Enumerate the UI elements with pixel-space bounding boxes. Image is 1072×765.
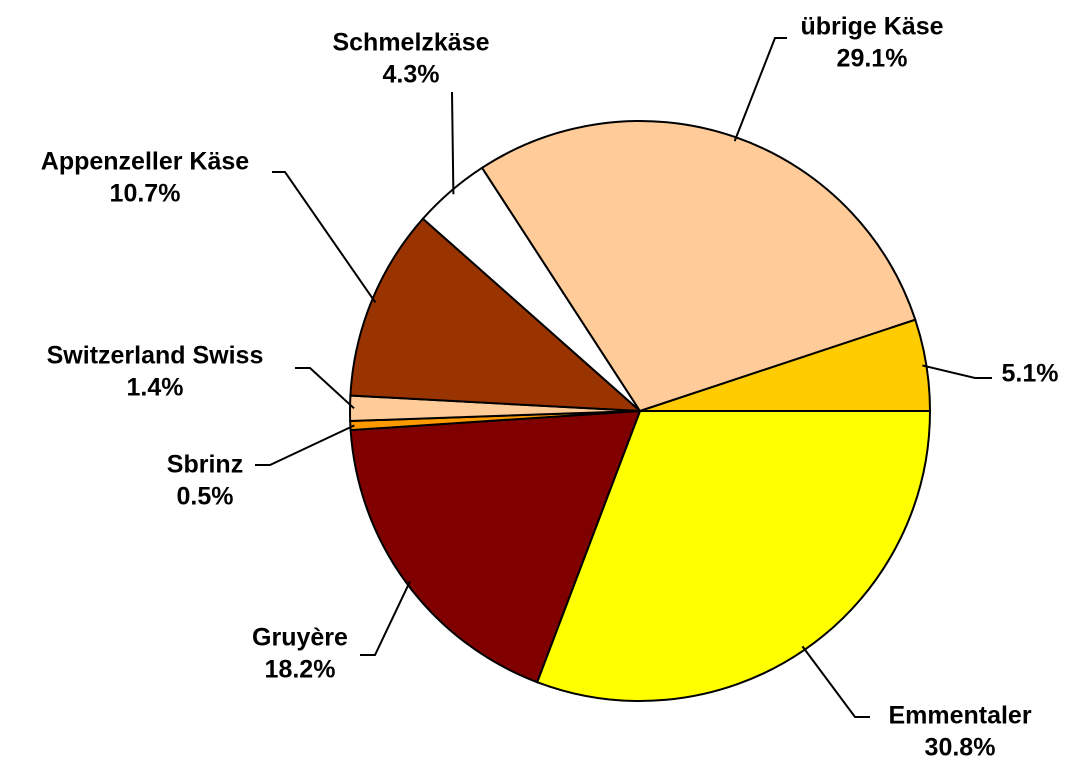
slice-label: Gruyère bbox=[252, 624, 348, 652]
slice-label: Switzerland Swiss bbox=[47, 342, 264, 370]
pie-slice bbox=[349, 409, 642, 684]
leader-line bbox=[801, 645, 870, 718]
leader-line bbox=[922, 364, 992, 379]
value-label: 18.2% bbox=[265, 656, 336, 684]
value-label: 10.7% bbox=[110, 180, 181, 208]
leader-line bbox=[295, 367, 355, 410]
slice-label: Emmentaler bbox=[888, 702, 1031, 730]
value-label: 29.1% bbox=[837, 45, 908, 73]
leader-line bbox=[360, 580, 412, 656]
slice-label: übrige Käse bbox=[800, 13, 943, 41]
leader-line bbox=[272, 171, 377, 304]
leader-line bbox=[255, 424, 355, 466]
value-label: 1.4% bbox=[127, 374, 184, 402]
leader-line bbox=[733, 37, 787, 142]
pie-slice bbox=[349, 217, 643, 413]
value-label: 0.5% bbox=[177, 483, 234, 511]
value-label: 5.1% bbox=[1002, 360, 1059, 388]
slice-label: Sbrinz bbox=[167, 451, 243, 479]
value-label: 30.8% bbox=[925, 734, 996, 762]
value-label: 4.3% bbox=[383, 61, 440, 89]
leader-line bbox=[451, 91, 455, 195]
slice-label: Schmelzkäse bbox=[332, 29, 489, 57]
pie-slice bbox=[639, 318, 932, 412]
slice-label: Appenzeller Käse bbox=[41, 148, 250, 176]
